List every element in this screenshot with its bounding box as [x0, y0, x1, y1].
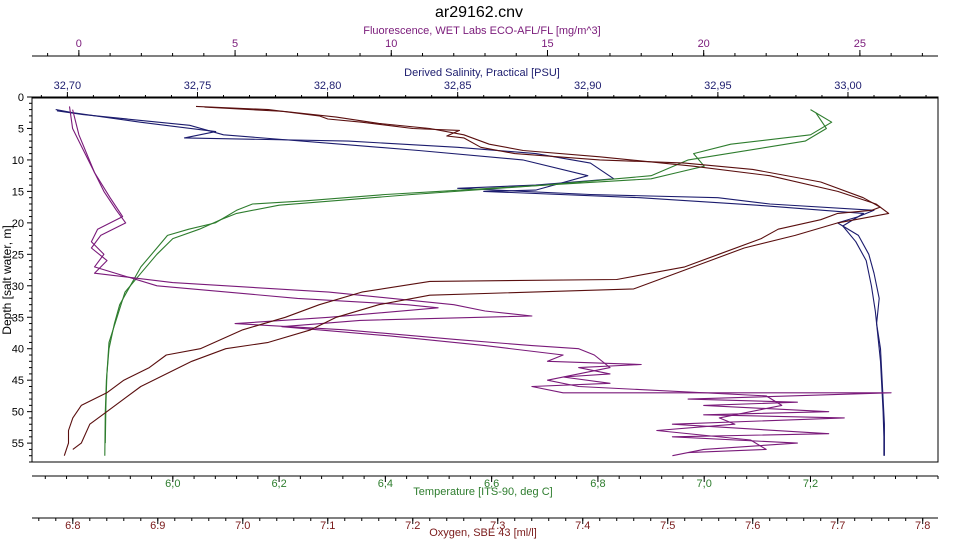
oxygen-tick-label: 7.4 [575, 520, 590, 532]
temperature-tick-label: 6,6 [484, 478, 499, 490]
depth-tick-label: 15 [12, 186, 24, 198]
chart-title: ar29162.cnv [435, 4, 523, 21]
temperature-tick-label: 7,2 [803, 478, 818, 490]
depth-tick-label: 35 [12, 312, 24, 324]
oxygen-profile-line-7 [72, 106, 890, 450]
fluorescence-tick-label: 20 [698, 38, 710, 50]
temperature-axis-label: Temperature [ITS-90, deg C] [413, 486, 552, 498]
depth-tick-label: 25 [12, 249, 24, 261]
oxygen-tick-label: 7.3 [490, 520, 505, 532]
oxygen-axis-label: Oxygen, SBE 43 [ml/l] [429, 527, 537, 539]
salinity-tick-label: 32,80 [314, 80, 342, 92]
salinity-tick-label: 32,95 [704, 80, 732, 92]
oxygen-axis: 6.8 6.9 7.0 7.1 7.2 7.3 7.4 7.5 7.6 7.7 7.8 [32, 517, 938, 532]
depth-tick-label: 20 [12, 218, 24, 230]
oxygen-tick-label: 7.0 [235, 520, 250, 532]
fluorescence-profile-line-4 [68, 106, 892, 457]
oxygen-tick-label: 7.5 [660, 520, 675, 532]
fluorescence-axis-label: Fluorescence, WET Labs ECO-AFL/FL [mg/m^… [363, 25, 600, 37]
depth-tick-label: 30 [12, 281, 24, 293]
salinity-tick-label: 32,70 [54, 80, 82, 92]
plot-area-frame [31, 96, 939, 463]
oxygen-tick-label: 7.2 [405, 520, 420, 532]
fluorescence-tick-label: 25 [854, 38, 866, 50]
oxygen-tick-label: 7.6 [745, 520, 760, 532]
depth-tick-label: 55 [12, 438, 24, 450]
temperature-profile-line-2 [104, 109, 833, 456]
salinity-tick-label: 32,90 [574, 80, 602, 92]
depth-axis: 0 5 10 15 20 25 30 35 40 45 50 55 [12, 92, 32, 463]
salinity-axis-label: Derived Salinity, Practical [PSU] [404, 67, 560, 79]
salinity-profile-line-1 [56, 110, 885, 456]
oxygen-tick-label: 7.1 [320, 520, 335, 532]
salinity-axis: 32,70 32,75 32,80 32,85 32,90 32,95 33,00 [32, 80, 938, 99]
temperature-tick-label: 6,2 [271, 478, 286, 490]
oxygen-tick-label: 6.9 [150, 520, 165, 532]
fluorescence-profile-line-5 [72, 109, 783, 454]
fluorescence-tick-label: 0 [76, 38, 82, 50]
salinity-tick-label: 32,85 [444, 80, 472, 92]
depth-tick-label: 50 [12, 407, 24, 419]
oxygen-tick-label: 6.8 [65, 520, 80, 532]
depth-tick-label: 45 [12, 375, 24, 387]
temperature-tick-label: 6,4 [378, 478, 393, 490]
series-lines [55, 105, 892, 457]
oxygen-tick-label: 7.7 [830, 520, 845, 532]
depth-axis-label: Depth [salt water, m] [0, 225, 14, 334]
depth-tick-label: 40 [12, 344, 24, 356]
salinity-tick-label: 32,75 [184, 80, 212, 92]
temperature-tick-label: 6,8 [590, 478, 605, 490]
temperature-tick-label: 6,0 [165, 478, 180, 490]
fluorescence-tick-label: 10 [385, 38, 397, 50]
fluorescence-axis: 0 5 10 15 20 25 [32, 38, 938, 57]
axes: 0 5 10 15 20 25 32,70 32,75 32,80 32,85 32,90 32,95… [12, 38, 939, 532]
temperature-axis: 6,0 6,2 6,4 6,6 6,8 7,0 7,2 [32, 475, 939, 490]
depth-tick-label: 5 [18, 123, 24, 135]
fluorescence-tick-label: 15 [541, 38, 553, 50]
fluorescence-tick-label: 5 [232, 38, 238, 50]
oxygen-tick-label: 7.8 [915, 520, 930, 532]
oxygen-profile-line-6 [63, 105, 881, 456]
temperature-tick-label: 7,0 [697, 478, 712, 490]
salinity-profile-line-0 [55, 109, 885, 456]
depth-tick-label: 0 [18, 92, 24, 104]
depth-tick-label: 10 [12, 155, 24, 167]
salinity-tick-label: 33,00 [834, 80, 862, 92]
